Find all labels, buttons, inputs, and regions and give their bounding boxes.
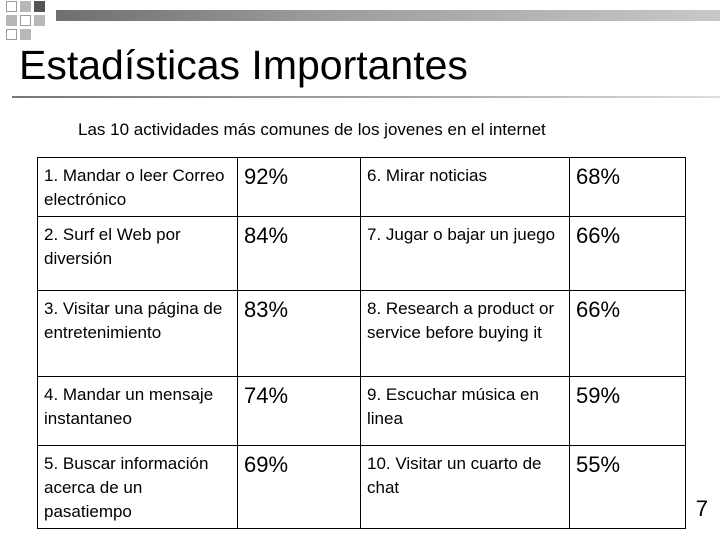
percent-cell: 59% (569, 376, 686, 446)
percent-cell: 84% (237, 216, 361, 291)
percent-cell: 66% (569, 290, 686, 377)
activity-cell: 6. Mirar noticias (360, 157, 570, 217)
activity-cell: 5. Buscar información acerca de un pasat… (37, 445, 238, 529)
activity-cell: 8. Research a product or service before … (360, 290, 570, 377)
percent-cell: 68% (569, 157, 686, 217)
activity-cell: 2. Surf el Web por diversión (37, 216, 238, 291)
percent-cell: 74% (237, 376, 361, 446)
activity-cell: 7. Jugar o bajar un juego (360, 216, 570, 291)
slide-subtitle: Las 10 actividades más comunes de los jo… (78, 120, 546, 139)
decor-square (34, 15, 45, 26)
table-row: 2. Surf el Web por diversión 84% 7. Juga… (37, 216, 686, 291)
percent-cell: 69% (237, 445, 361, 529)
activity-cell: 3. Visitar una página de entretenimiento (37, 290, 238, 377)
slide-title: Estadísticas Importantes (19, 42, 468, 88)
table-row: 5. Buscar información acerca de un pasat… (37, 445, 686, 529)
decor-square (20, 29, 31, 40)
decor-square (34, 1, 45, 12)
page-number: 7 (695, 496, 708, 521)
percent-cell: 92% (237, 157, 361, 217)
decor-square (6, 29, 17, 40)
decor-square (6, 1, 17, 12)
title-divider (12, 96, 720, 98)
activity-cell: 1. Mandar o leer Correo electrónico (37, 157, 238, 217)
percent-cell: 55% (569, 445, 686, 529)
decor-square (20, 15, 31, 26)
table-row: 1. Mandar o leer Correo electrónico 92% … (37, 157, 686, 217)
activity-cell: 10. Visitar un cuarto de chat (360, 445, 570, 529)
header-bar (56, 10, 720, 21)
decor-square (6, 15, 17, 26)
activities-table: 1. Mandar o leer Correo electrónico 92% … (37, 157, 686, 529)
percent-cell: 83% (237, 290, 361, 377)
decor-square (20, 1, 31, 12)
activity-cell: 4. Mandar un mensaje instantaneo (37, 376, 238, 446)
table-row: 4. Mandar un mensaje instantaneo 74% 9. … (37, 376, 686, 446)
activity-cell: 9. Escuchar música en linea (360, 376, 570, 446)
table-row: 3. Visitar una página de entretenimiento… (37, 290, 686, 377)
percent-cell: 66% (569, 216, 686, 291)
